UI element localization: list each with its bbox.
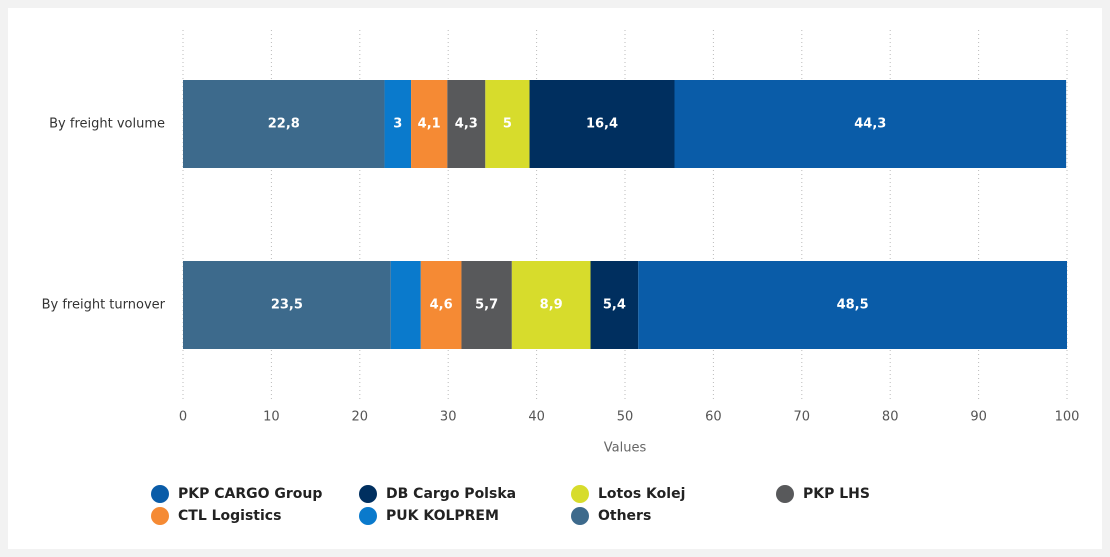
data-label: 48,5: [837, 298, 869, 313]
data-label: 5,4: [603, 298, 626, 313]
data-label: 22,8: [268, 117, 300, 132]
x-tick-label: 10: [263, 410, 280, 425]
legend-marker: [151, 485, 169, 503]
x-axis-title: Values: [604, 441, 647, 456]
data-label: 4,3: [455, 117, 478, 132]
legend-marker: [359, 507, 377, 525]
data-label: 5: [503, 117, 512, 132]
x-tick-label: 0: [179, 410, 187, 425]
x-tick-label: 70: [794, 410, 811, 425]
legend-label: DB Cargo Polska: [386, 486, 516, 502]
legend-marker: [359, 485, 377, 503]
data-label: 4,6: [430, 298, 453, 313]
legend-label: PKP CARGO Group: [178, 486, 322, 502]
x-tick-label: 30: [440, 410, 457, 425]
bar-segment: [411, 80, 448, 168]
bar-segment: [590, 261, 639, 349]
bar-segment: [390, 261, 421, 349]
bar-segment: [183, 261, 391, 349]
legend-label: Lotos Kolej: [598, 486, 685, 502]
bar-segment: [674, 80, 1067, 168]
x-tick-label: 50: [617, 410, 634, 425]
x-tick-label: 100: [1055, 410, 1080, 425]
x-tick-label: 80: [882, 410, 899, 425]
data-label: 16,4: [586, 117, 618, 132]
data-label: 5,7: [475, 298, 498, 313]
x-tick-label: 90: [970, 410, 987, 425]
data-label: 44,3: [854, 117, 886, 132]
legend-label: Others: [598, 508, 651, 524]
data-label: 8,9: [540, 298, 563, 313]
x-tick-label: 20: [352, 410, 369, 425]
bar-segment: [447, 80, 486, 168]
data-label: 23,5: [271, 298, 303, 313]
bar-segment: [183, 80, 385, 168]
data-label: 4,1: [418, 117, 441, 132]
bar-segment: [638, 261, 1067, 349]
bar-segment: [511, 261, 591, 349]
data-label: 3: [393, 117, 402, 132]
legend-marker: [571, 507, 589, 525]
bar-segment: [384, 80, 412, 168]
x-tick-label: 40: [528, 410, 545, 425]
legend-label: PUK KOLPREM: [386, 508, 499, 524]
y-tick-label: By freight volume: [49, 117, 165, 132]
x-tick-label: 60: [705, 410, 722, 425]
legend-label: PKP LHS: [803, 486, 870, 502]
bar-segment: [485, 80, 530, 168]
y-tick-label: By freight turnover: [42, 298, 166, 313]
bar-segment: [420, 261, 462, 349]
bar-segment: [461, 261, 512, 349]
legend-marker: [776, 485, 794, 503]
bar-segment: [529, 80, 675, 168]
legend-marker: [571, 485, 589, 503]
legend-label: CTL Logistics: [178, 508, 281, 524]
legend-marker: [151, 507, 169, 525]
